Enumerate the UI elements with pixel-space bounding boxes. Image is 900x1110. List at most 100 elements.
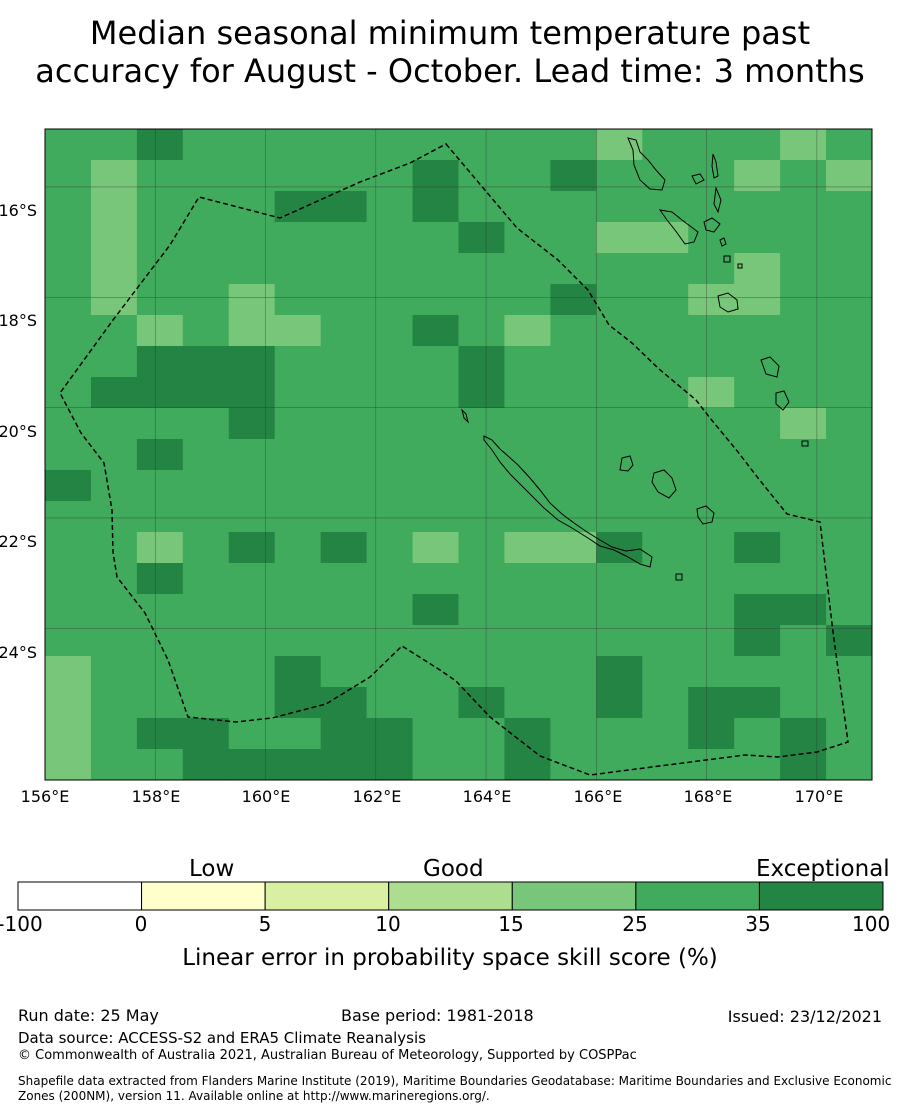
skill-cell bbox=[550, 191, 597, 223]
skill-cell bbox=[90, 687, 138, 719]
skill-cell bbox=[412, 470, 459, 502]
skill-cell bbox=[182, 501, 230, 533]
skill-cell bbox=[458, 625, 505, 657]
x-tick-label-156e: 156°E bbox=[20, 787, 70, 806]
skill-cell bbox=[412, 222, 459, 254]
skill-cell bbox=[320, 253, 368, 285]
skill-cell bbox=[596, 656, 643, 688]
skill-cell bbox=[228, 346, 276, 378]
skill-cell bbox=[734, 718, 781, 750]
skill-cell bbox=[780, 625, 827, 657]
skill-cell bbox=[274, 160, 322, 192]
skill-cell bbox=[780, 470, 827, 502]
skill-cell bbox=[826, 284, 873, 316]
skill-cell bbox=[688, 191, 735, 223]
skill-cell bbox=[458, 284, 505, 316]
skill-cell bbox=[45, 284, 92, 316]
skill-cell bbox=[320, 625, 368, 657]
skill-cell bbox=[320, 594, 368, 626]
skill-cell bbox=[642, 501, 689, 533]
skill-cell bbox=[366, 470, 414, 502]
skill-cell bbox=[458, 222, 505, 254]
skill-cell bbox=[826, 253, 873, 285]
skill-cell bbox=[412, 625, 459, 657]
skill-cell bbox=[734, 439, 781, 471]
skill-cell bbox=[90, 315, 138, 347]
skill-cell bbox=[412, 656, 459, 688]
skill-cell bbox=[688, 563, 735, 595]
y-tick-label-24s: 24°S bbox=[0, 643, 37, 662]
skill-cell bbox=[550, 315, 597, 347]
skill-cell bbox=[136, 284, 184, 316]
skill-cell bbox=[274, 563, 322, 595]
skill-cell bbox=[136, 625, 184, 657]
skill-cell bbox=[366, 129, 414, 161]
skill-cell bbox=[780, 346, 827, 378]
skill-cell bbox=[688, 377, 735, 409]
skill-cell bbox=[412, 718, 459, 750]
skill-cell bbox=[826, 160, 873, 192]
skill-cell bbox=[45, 346, 92, 378]
skill-cell bbox=[504, 749, 551, 781]
skill-cell bbox=[734, 687, 781, 719]
x-tick-label-166e: 166°E bbox=[573, 787, 623, 806]
base-period: Base period: 1981-2018 bbox=[341, 1006, 534, 1025]
malekula-coastline bbox=[658, 209, 699, 245]
skill-cell bbox=[136, 656, 184, 688]
skill-cell bbox=[642, 346, 689, 378]
colorbar-tick-label: 10 bbox=[375, 912, 401, 936]
skill-cell bbox=[274, 532, 322, 564]
skill-cell bbox=[366, 501, 414, 533]
skill-cell bbox=[182, 718, 230, 750]
skill-cell bbox=[780, 408, 827, 440]
skill-cell bbox=[45, 129, 92, 161]
skill-cell bbox=[458, 408, 505, 440]
skill-cell bbox=[688, 501, 735, 533]
skill-cell bbox=[90, 253, 138, 285]
colorbar-bin bbox=[758, 881, 884, 911]
skill-cell bbox=[780, 656, 827, 688]
legend-category-good: Good bbox=[423, 856, 484, 882]
colorbar-tick-label: 5 bbox=[258, 912, 272, 936]
skill-cell bbox=[45, 594, 92, 626]
skill-cell bbox=[90, 129, 138, 161]
skill-cell bbox=[550, 470, 597, 502]
skill-cell bbox=[826, 129, 873, 161]
skill-cell bbox=[228, 501, 276, 533]
skill-cell bbox=[826, 749, 873, 781]
skill-cell bbox=[642, 563, 689, 595]
skill-cell bbox=[182, 160, 230, 192]
skill-cell bbox=[734, 749, 781, 781]
skill-cell bbox=[412, 253, 459, 285]
skill-cell bbox=[504, 687, 551, 719]
skill-cell bbox=[228, 377, 276, 409]
skill-cell bbox=[550, 656, 597, 688]
skill-cell bbox=[596, 625, 643, 657]
skill-cell bbox=[90, 749, 138, 781]
skill-cell bbox=[136, 129, 184, 161]
skill-cell bbox=[136, 470, 184, 502]
skill-cell bbox=[688, 408, 735, 440]
skill-cell bbox=[596, 315, 643, 347]
skill-cell bbox=[320, 749, 368, 781]
skill-cell bbox=[412, 749, 459, 781]
skill-cell bbox=[642, 439, 689, 471]
skill-cell bbox=[366, 656, 414, 688]
skill-grid-cells bbox=[45, 129, 873, 781]
skill-cell bbox=[366, 687, 414, 719]
skill-cell bbox=[550, 222, 597, 254]
colorbar-bin bbox=[264, 881, 390, 911]
skill-cell bbox=[596, 501, 643, 533]
skill-cell bbox=[45, 749, 92, 781]
efate-coastline bbox=[717, 292, 739, 313]
skill-cell bbox=[136, 687, 184, 719]
skill-cell bbox=[228, 625, 276, 657]
skill-cell bbox=[412, 594, 459, 626]
y-tick-label-20s: 20°S bbox=[0, 422, 37, 441]
skill-cell bbox=[274, 656, 322, 688]
skill-cell bbox=[642, 253, 689, 285]
skill-cell bbox=[320, 284, 368, 316]
skill-cell bbox=[228, 408, 276, 440]
map-area[interactable] bbox=[0, 120, 900, 820]
skill-cell bbox=[504, 656, 551, 688]
